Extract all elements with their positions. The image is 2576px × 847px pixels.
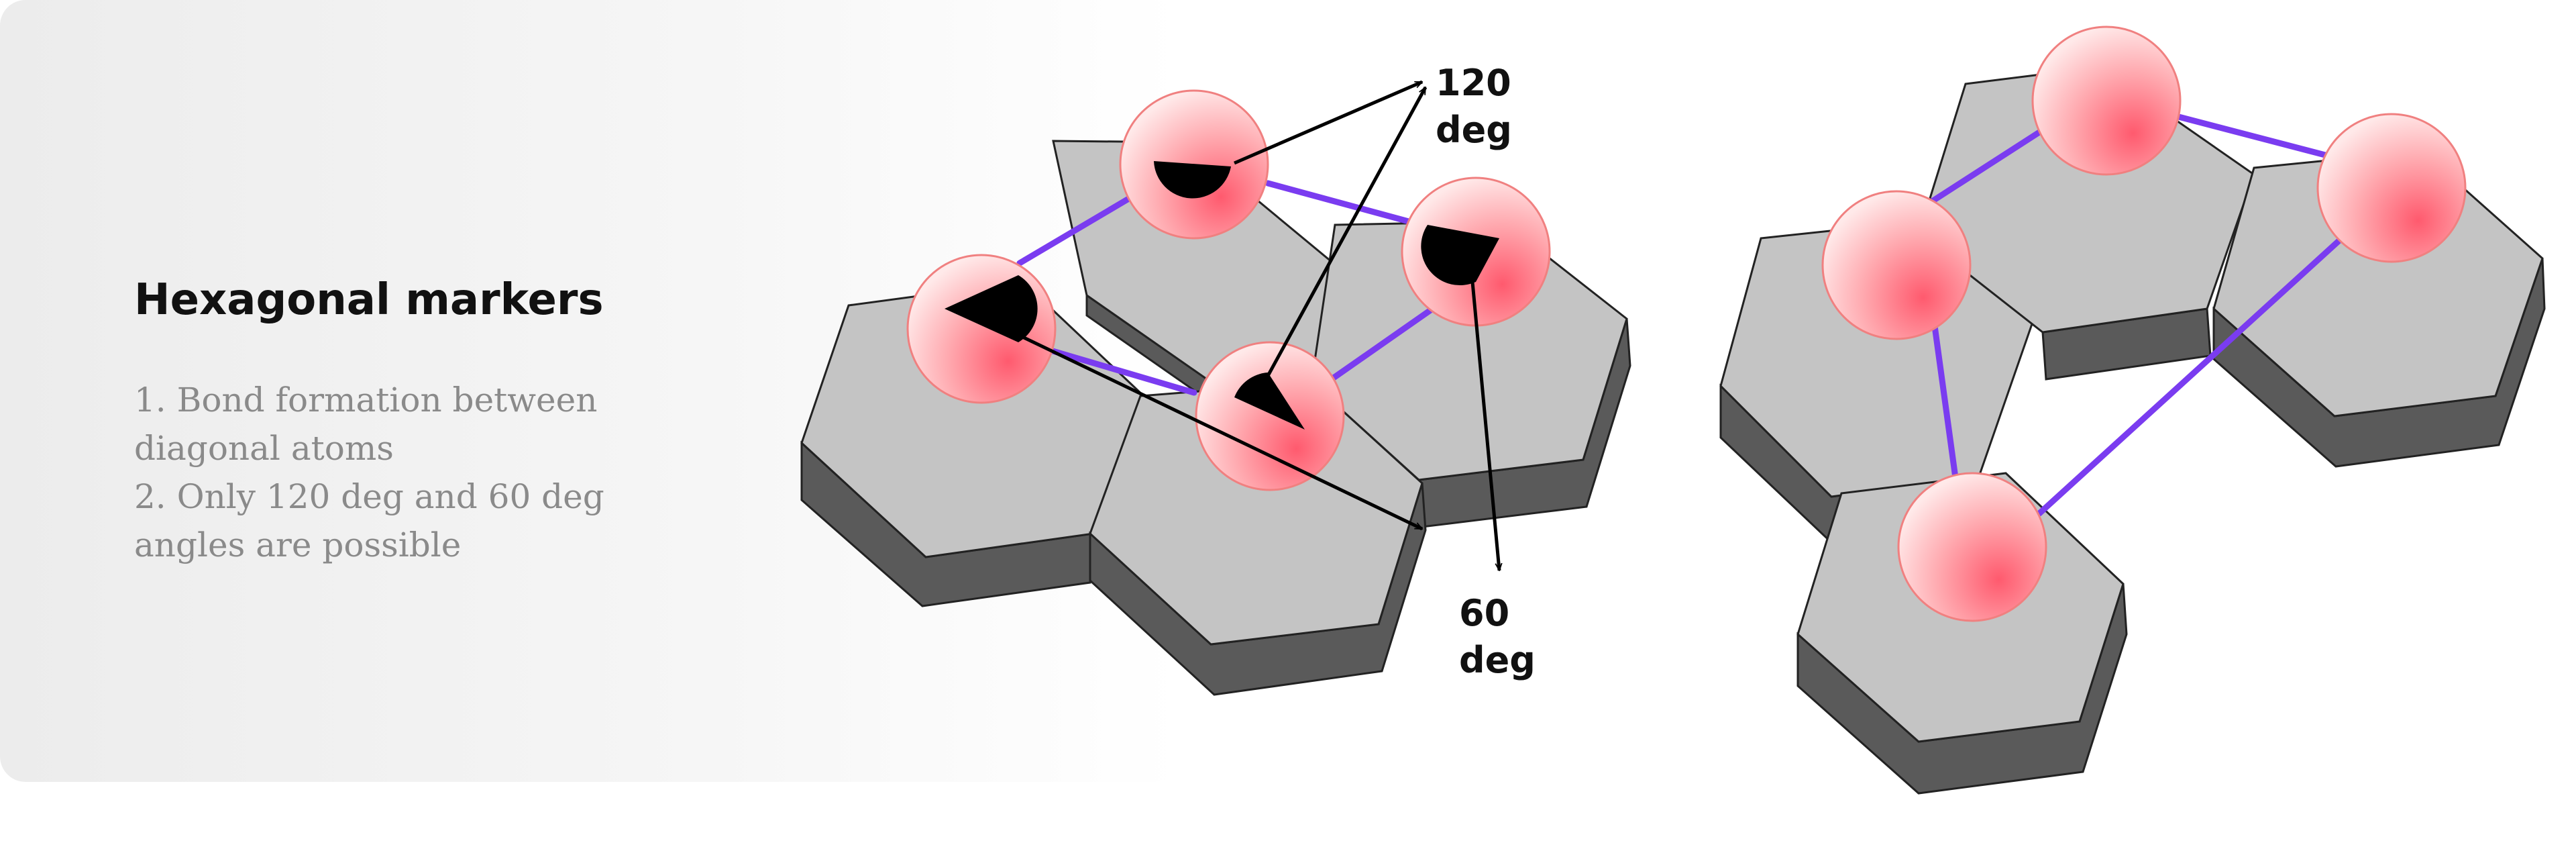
- atom: [1897, 472, 2047, 622]
- arrow-line: [1470, 281, 1499, 570]
- atoms: [1821, 26, 2467, 622]
- panel-title: Hexagonal markers: [134, 275, 604, 325]
- atom: [906, 254, 1057, 404]
- angle-label-120: 120: [1436, 62, 1511, 104]
- angle-label-60-unit: deg: [1459, 639, 1536, 681]
- atom: [2031, 26, 2182, 176]
- right-hexagon-cluster: [1719, 26, 2546, 795]
- direction-marker: [1421, 225, 1499, 286]
- note-angles: 2. Only 120 deg and 60 deg angles are po…: [134, 477, 604, 564]
- angle-arrows: [1018, 80, 1499, 570]
- angle-label-120-unit: deg: [1436, 109, 1512, 151]
- arrow-line: [1266, 87, 1428, 377]
- direction-marker: [945, 275, 1038, 342]
- direction-marker: [1234, 372, 1305, 430]
- bond-line: [1265, 180, 1412, 225]
- bond-line: [2170, 112, 2331, 159]
- bond-line: [2036, 193, 2392, 517]
- arrow-line: [1234, 80, 1422, 165]
- atom: [1821, 190, 1972, 340]
- arrow-line: [1018, 334, 1422, 531]
- direction-marker: [1154, 161, 1231, 199]
- angle-label-60: 60: [1459, 592, 1509, 634]
- atom: [2316, 113, 2467, 263]
- notes-list: 1. Bond formation between diagonal atoms…: [134, 376, 644, 569]
- atom: [1195, 341, 1345, 491]
- direction-markers: [945, 161, 1499, 430]
- left-hexagon-cluster: 120 deg 60 deg: [800, 62, 1631, 696]
- note-bond-formation: 1. Bond formation between diagonal atoms: [134, 381, 598, 468]
